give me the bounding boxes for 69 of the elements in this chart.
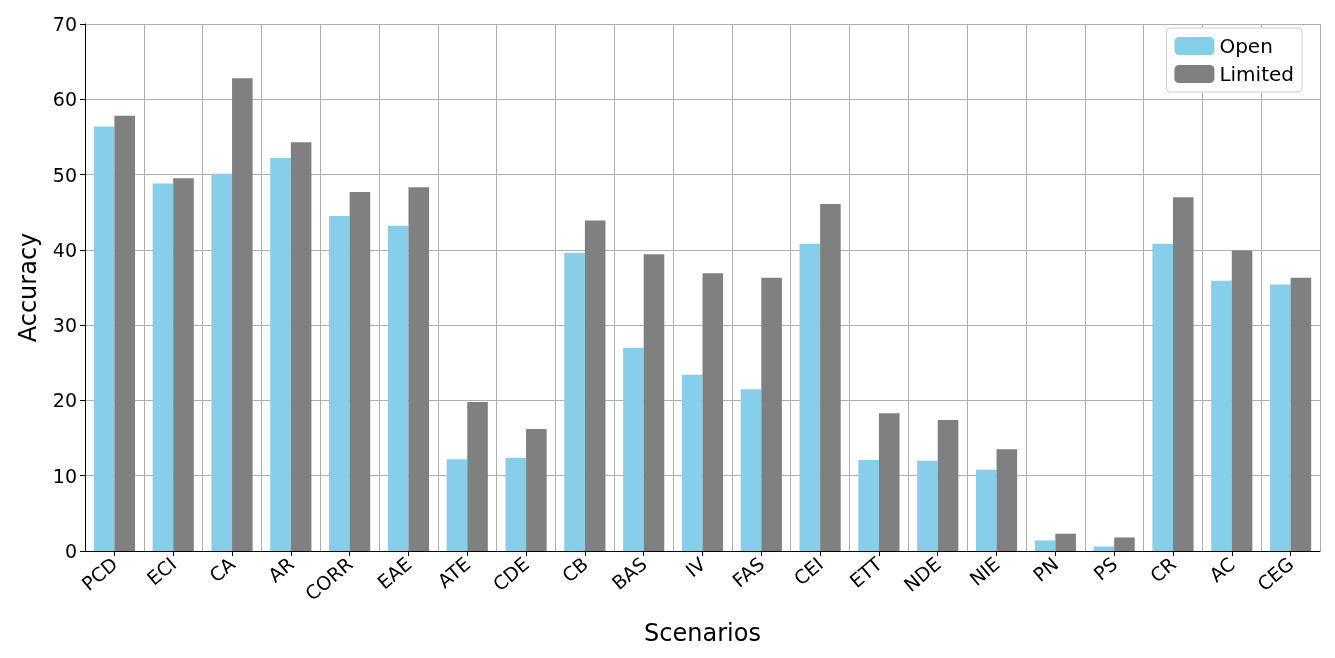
y-tick-label: 60 (52, 88, 77, 111)
bar (505, 457, 527, 551)
bar (526, 429, 547, 551)
x-tick-label: PS (1089, 552, 1122, 585)
bar (740, 389, 762, 551)
bar (93, 126, 115, 551)
bar (1172, 197, 1194, 551)
y-tick-label: 20 (52, 389, 77, 412)
bar (1152, 243, 1173, 551)
x-tick-label: CA (204, 552, 240, 587)
bar (211, 173, 233, 551)
bar (1231, 250, 1253, 551)
y-tick-label: 30 (52, 314, 77, 337)
bar (1034, 540, 1056, 551)
bar (467, 401, 488, 551)
bar (232, 78, 253, 551)
x-tick-label: IV (681, 552, 710, 582)
bar (681, 374, 703, 551)
bar (584, 220, 606, 551)
bar (643, 254, 665, 551)
bar (623, 347, 644, 551)
bar (820, 203, 841, 551)
y-tick-label: 0 (64, 540, 77, 562)
x-tick-label: CR (1145, 552, 1181, 587)
x-tick-label: FAS (728, 552, 769, 592)
bar (1270, 284, 1291, 551)
bar (1093, 546, 1115, 551)
bar (408, 187, 430, 551)
bar (1114, 537, 1135, 551)
bar (446, 459, 468, 551)
x-tick-label: AC (1204, 552, 1239, 587)
bar (878, 413, 900, 551)
legend-label: Open (1219, 34, 1273, 58)
bar (858, 459, 879, 551)
bar (329, 215, 350, 551)
x-tick-label: NIE (965, 552, 1004, 590)
bar (917, 460, 938, 551)
bar (799, 243, 821, 551)
bar (564, 252, 585, 551)
x-tick-label: CEG (1252, 552, 1298, 596)
bar (761, 277, 782, 551)
bar (270, 158, 291, 551)
x-tick-label: AR (263, 552, 298, 587)
bar (996, 449, 1018, 551)
x-tick-label: PCD (77, 552, 122, 595)
bar (290, 142, 312, 551)
y-tick-label: 50 (52, 163, 77, 186)
bar (152, 183, 174, 551)
bar (937, 420, 959, 551)
legend-label: Limited (1219, 62, 1295, 86)
bar (349, 191, 371, 551)
y-axis-title: Accuracy (14, 232, 42, 343)
x-tick-label: CB (557, 552, 592, 587)
x-tick-label: ECI (142, 552, 181, 590)
bar (173, 178, 194, 551)
x-tick-label: PN (1028, 552, 1063, 586)
x-axis-title: Scenarios (644, 619, 761, 647)
x-tick-label: ETT (845, 552, 887, 592)
bar (702, 273, 724, 551)
x-tick-label: CEI (789, 552, 828, 590)
bar (1211, 280, 1232, 551)
bar (1055, 533, 1076, 551)
bar (1290, 277, 1312, 551)
bar (114, 115, 135, 551)
y-tick-label: 10 (52, 464, 77, 487)
bar (387, 225, 409, 551)
y-tick-label: 70 (52, 13, 77, 35)
y-tick-label: 40 (52, 238, 77, 261)
bar (975, 469, 997, 551)
